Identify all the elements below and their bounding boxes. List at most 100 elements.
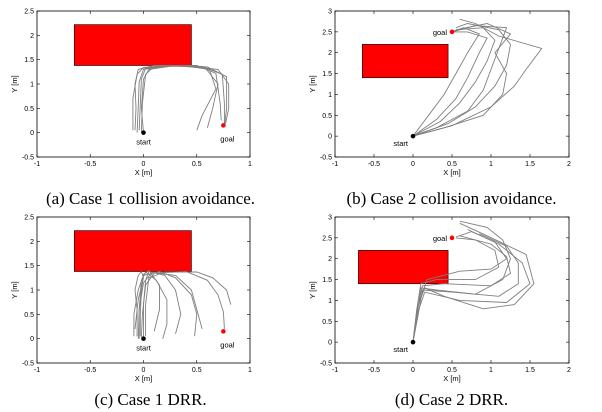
- x-tick-label: 0.5: [447, 161, 457, 168]
- y-axis-label: Y [m]: [308, 75, 317, 92]
- trajectory-4: [412, 18, 543, 137]
- y-axis-label: Y [m]: [308, 281, 317, 298]
- y-tick-label: -0.5: [22, 155, 34, 162]
- x-tick-label: 1.5: [525, 161, 535, 168]
- obstacle-rect: [73, 24, 192, 66]
- y-tick-label: 0: [30, 336, 34, 343]
- x-tick-label: -1: [332, 367, 338, 374]
- trajectory-1: [412, 31, 488, 137]
- y-tick-label: 2: [30, 33, 34, 40]
- panel-b: -1 -0.5 0 0.5 1 1.5 2 -0.5 0 0.5 1 1.5 2 2.5 3 X [m] Y […: [301, 0, 602, 186]
- axes-box: [334, 216, 570, 364]
- x-axis-label: X [m]: [135, 168, 153, 177]
- y-tick-label: 2.5: [322, 29, 332, 36]
- x-tick-label: -0.5: [368, 161, 380, 168]
- x-tick-label: 1: [248, 367, 252, 374]
- x-tick-label: -1: [34, 367, 40, 374]
- panel-d: -1 -0.5 0 0.5 1 1.5 2 -0.5 0 0.5 1 1.5 2 2.5 3 X [m] Y […: [301, 212, 602, 388]
- chart-b: -1 -0.5 0 0.5 1 1.5 2-0.500.511.522.53X [m]Y […: [308, 9, 571, 178]
- x-tick-label: 1: [489, 367, 493, 374]
- y-tick-label: 1: [30, 82, 34, 89]
- caption-c: (c) Case 1 DRR.: [94, 390, 207, 409]
- x-tick-label: 1: [489, 161, 493, 168]
- x-axis-label: X [m]: [443, 374, 461, 383]
- y-tick-label: 3: [328, 9, 332, 16]
- y-tick-label: 0.5: [322, 319, 332, 326]
- goal-marker: [449, 29, 455, 35]
- trajectory-1: [412, 237, 500, 343]
- y-tick-label: 2: [328, 256, 332, 263]
- goal-label: goal: [220, 134, 235, 143]
- start-marker: [141, 336, 146, 341]
- x-tick-label: 0: [411, 367, 415, 374]
- y-tick-label: -0.5: [22, 361, 34, 368]
- x-tick-label: 0.5: [192, 161, 202, 168]
- x-tick-label: -0.5: [84, 367, 96, 374]
- x-tick-label: -1: [332, 161, 338, 168]
- y-tick-label: -0.5: [320, 361, 332, 368]
- y-tick-label: 0: [328, 134, 332, 141]
- trajectory-6: [133, 271, 198, 337]
- obstacle-rect: [358, 250, 449, 285]
- trajectory-6: [132, 65, 230, 131]
- y-tick-label: 1: [328, 92, 332, 99]
- trajectory-7: [412, 25, 508, 137]
- goal-marker: [221, 329, 226, 334]
- y-tick-label: 1.5: [322, 71, 332, 78]
- y-tick-label: 1.5: [24, 263, 34, 270]
- trajectory-5: [140, 271, 225, 338]
- goal-label: goal: [220, 340, 235, 349]
- y-tick-label: 0: [328, 340, 332, 347]
- start-label: start: [393, 345, 409, 354]
- x-tick-label: -1: [34, 161, 40, 168]
- chart-c: -1 -0.5 0 0.5 1-0.500.511.522.5X [m]Y [m]sta…: [10, 215, 252, 384]
- y-tick-label: 0.5: [24, 106, 34, 113]
- start-marker: [410, 339, 416, 345]
- trajectory-1: [134, 65, 222, 131]
- goal-label: goal: [433, 28, 448, 37]
- x-axis-label: X [m]: [443, 168, 461, 177]
- y-tick-label: 0: [30, 130, 34, 137]
- obstacle-rect: [73, 230, 192, 272]
- x-tick-label: 2: [567, 367, 571, 374]
- x-tick-label: -0.5: [84, 161, 96, 168]
- trajectory-5: [412, 27, 480, 137]
- start-label: start: [136, 344, 152, 353]
- y-tick-label: 3: [328, 215, 332, 222]
- y-tick-label: 1.5: [322, 277, 332, 284]
- x-tick-label: 0: [142, 367, 146, 374]
- y-tick-label: 0.5: [322, 113, 332, 120]
- x-tick-label: 1: [248, 161, 252, 168]
- trajectory-1: [134, 270, 144, 337]
- x-tick-label: 2: [567, 161, 571, 168]
- x-tick-label: -0.5: [368, 367, 380, 374]
- x-tick-label: 0.5: [447, 367, 457, 374]
- y-tick-label: 2: [328, 50, 332, 57]
- x-tick-label: 0: [411, 161, 415, 168]
- trajectory-7: [138, 271, 168, 339]
- y-tick-label: 2: [30, 239, 34, 246]
- axes-box: [334, 10, 570, 158]
- trajectory-6: [412, 231, 508, 343]
- y-axis-label: Y [m]: [10, 75, 19, 92]
- x-tick-label: 1.5: [525, 367, 535, 374]
- caption-d: (d) Case 2 DRR.: [394, 390, 509, 409]
- start-label: start: [393, 139, 409, 148]
- caption-b: (b) Case 2 collision avoidance.: [346, 189, 557, 208]
- goal-label: goal: [433, 234, 448, 243]
- x-axis-label: X [m]: [135, 374, 153, 383]
- trajectory-2: [412, 27, 496, 137]
- panel-a: -1 -0.5 0 0.5 1 -0.5 0 0.5 1 1.5 2 2.5 X [m] Y [m] sta…: [0, 0, 301, 186]
- x-tick-label: 0: [142, 161, 146, 168]
- y-tick-label: 2.5: [24, 215, 34, 222]
- start-marker: [141, 130, 146, 135]
- y-tick-label: 1: [328, 298, 332, 305]
- y-tick-label: 0.5: [24, 312, 34, 319]
- panel-c: -1 -0.5 0 0.5 1 -0.5 0 0.5 1 1.5 2 2.5 X [m] Y [m] sta…: [0, 212, 301, 388]
- y-tick-label: -0.5: [320, 155, 332, 162]
- chart-a: -1 -0.5 0 0.5 1-0.500.511.522.5X [m]Y [m]sta…: [10, 9, 252, 178]
- trajectory-4: [136, 65, 219, 133]
- trajectory-7: [412, 220, 511, 343]
- x-tick-label: 0.5: [192, 367, 202, 374]
- goal-marker: [449, 235, 455, 241]
